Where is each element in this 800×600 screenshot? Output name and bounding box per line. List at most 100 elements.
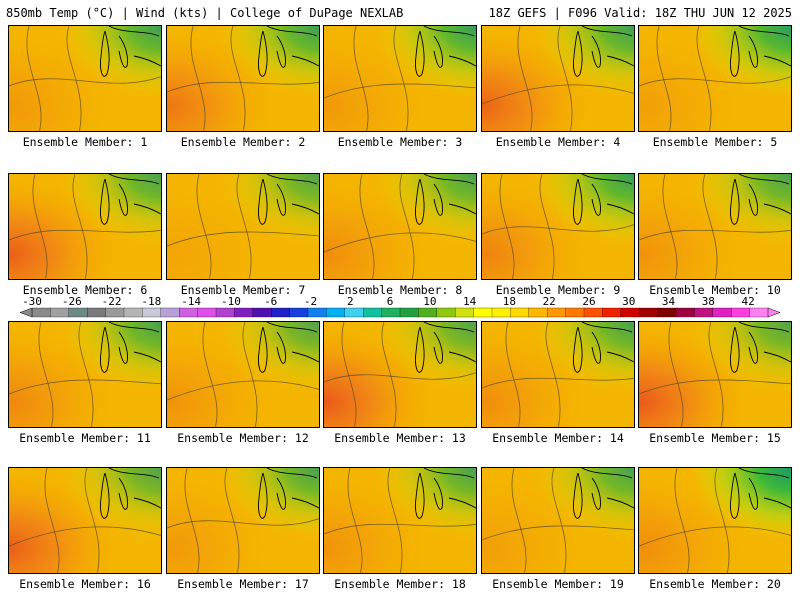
colorbar-tick-label: 30 [622, 295, 636, 308]
isotherm-contour [167, 231, 319, 247]
colorbar-tick-label: -22 [101, 295, 122, 308]
cool-air-region [9, 26, 161, 131]
great-lakes-coastline [591, 183, 601, 216]
isotherm-contour [668, 322, 684, 427]
cool-air-region [167, 468, 319, 573]
great-lakes-coastline [591, 331, 601, 364]
isotherm-contour [324, 232, 476, 253]
great-lakes-coastline [591, 477, 601, 510]
colorbar-swatch [271, 307, 291, 318]
colorbar-tick-label: 42 [741, 295, 755, 308]
isotherm-contour [387, 468, 403, 573]
colorbar-tick-label: -10 [220, 295, 241, 308]
colorbar-tick-label: 6 [386, 295, 394, 308]
great-lakes-coastline [738, 26, 790, 37]
isotherm-contour [190, 26, 206, 131]
ensemble-map-panel [481, 25, 635, 132]
great-lakes-coastline [415, 30, 425, 77]
ensemble-member-label: Ensemble Member: 7 [180, 283, 306, 297]
great-lakes-coastline [738, 174, 790, 185]
great-lakes-coastline [258, 472, 268, 519]
great-lakes-coastline [591, 35, 601, 68]
colorbar-swatch [160, 307, 180, 318]
ensemble-member-label: Ensemble Member: 3 [337, 135, 463, 149]
colorbar-swatch [528, 307, 548, 318]
temperature-map [324, 322, 476, 427]
colorbar-tick-label: -18 [141, 295, 162, 308]
temperature-map [9, 322, 161, 427]
isotherm-contour [167, 518, 319, 529]
ensemble-member-label: Ensemble Member: 17 [177, 577, 309, 591]
isotherm-contour [359, 174, 375, 279]
great-lakes-coastline [118, 331, 128, 364]
great-lakes-coastline [763, 497, 791, 509]
great-lakes-coastline [108, 322, 160, 333]
great-lakes-coastline [730, 178, 740, 225]
isotherm-contour [242, 322, 258, 427]
colorbar-swatch [602, 307, 622, 318]
colorbar-swatch [344, 307, 364, 318]
colorbar-swatch [50, 307, 70, 318]
isotherm-contour [696, 26, 712, 131]
colorbar-swatch [675, 307, 696, 318]
colorbar-swatch [363, 307, 383, 318]
isotherm-contour [539, 174, 555, 279]
colorbar-swatch [510, 307, 530, 318]
colorbar-tick-label: -26 [61, 295, 82, 308]
isotherm-contour [381, 322, 397, 427]
colorbar-swatch [565, 307, 585, 318]
temperature-map [9, 26, 161, 131]
ensemble-member-label: Ensemble Member: 19 [492, 577, 624, 591]
isotherm-contour [639, 379, 791, 395]
great-lakes-coastline [606, 351, 634, 363]
colorbar-swatch [473, 307, 493, 318]
great-lakes-coastline [133, 55, 161, 67]
isotherm-contour [545, 322, 561, 427]
cool-air-region [639, 174, 791, 279]
great-lakes-coastline [276, 183, 286, 216]
temperature-map [482, 174, 634, 279]
cool-air-region [482, 322, 634, 427]
isotherm-contour [324, 523, 476, 535]
cool-air-region [639, 468, 791, 573]
ensemble-member-label: Ensemble Member: 5 [652, 135, 778, 149]
great-lakes-coastline [291, 497, 319, 509]
isotherm-contour [324, 83, 476, 99]
cool-air-region [639, 322, 791, 427]
isotherm-contour [353, 26, 369, 131]
great-lakes-coastline [108, 26, 160, 37]
isotherm-contour [324, 372, 476, 383]
great-lakes-coastline [433, 331, 443, 364]
isotherm-contour [399, 174, 415, 279]
ensemble-member-label: Ensemble Member: 6 [22, 283, 148, 297]
colorbar-tick-label: -30 [22, 295, 42, 308]
great-lakes-coastline [573, 472, 583, 519]
isotherm-contour [202, 322, 218, 427]
isotherm-contour [196, 174, 212, 279]
ensemble-map-panel [166, 321, 320, 428]
great-lakes-coastline [291, 55, 319, 67]
colorbar-swatch [142, 307, 162, 318]
ensemble-map-panel [323, 173, 477, 280]
great-lakes-coastline [433, 35, 443, 68]
great-lakes-coastline [606, 497, 634, 509]
temperature-map [9, 174, 161, 279]
colorbar-tick-label: 2 [346, 295, 354, 308]
cool-air-region [167, 26, 319, 131]
cool-air-region [482, 174, 634, 279]
colorbar-swatch [620, 307, 640, 318]
colorbar-swatch [657, 307, 677, 318]
isotherm-contour [482, 224, 634, 235]
great-lakes-coastline [448, 497, 476, 509]
great-lakes-coastline [433, 183, 443, 216]
colorbar-swatch [307, 307, 328, 318]
cool-air-region [9, 322, 161, 427]
ensemble-member-label: Ensemble Member: 14 [492, 431, 624, 445]
temperature-map [167, 26, 319, 131]
temperature-map [639, 468, 791, 573]
ensemble-member-label: Ensemble Member: 20 [649, 577, 781, 591]
isotherm-contour [662, 174, 678, 279]
isotherm-contour [557, 26, 573, 131]
ensemble-map-panel [8, 467, 162, 574]
great-lakes-coastline [415, 326, 425, 373]
